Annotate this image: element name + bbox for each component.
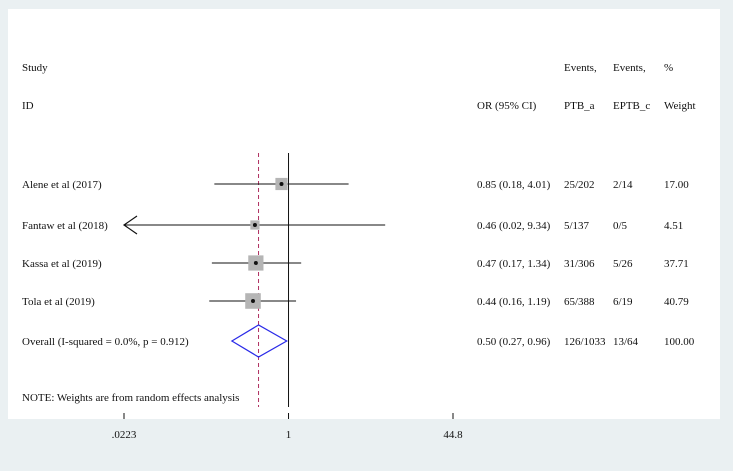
overall-weight: 100.00 xyxy=(664,336,695,348)
header-weight: Weight xyxy=(664,100,696,112)
events-eptb-value: 0/5 xyxy=(613,220,628,232)
study-label: Alene et al (2017) xyxy=(22,179,102,191)
header-study: Study xyxy=(22,62,48,74)
or-ci-value: 0.85 (0.18, 4.01) xyxy=(477,179,551,191)
x-axis-tick-label: 44.8 xyxy=(443,429,463,441)
overall-events-eptb: 13/64 xyxy=(613,336,639,348)
events-eptb-value: 2/14 xyxy=(613,179,633,191)
header-ptb-a: PTB_a xyxy=(564,100,595,112)
header-id: ID xyxy=(22,100,34,112)
header-eptb-c: EPTB_c xyxy=(613,100,650,112)
header-events-c: Events, xyxy=(613,62,646,74)
weight-value: 37.71 xyxy=(664,258,689,270)
or-ci-value: 0.47 (0.17, 1.34) xyxy=(477,258,551,270)
ci-left-arrow xyxy=(122,215,138,235)
x-axis-tick-label: .0223 xyxy=(111,429,137,441)
events-ptb-value: 65/388 xyxy=(564,296,595,308)
events-ptb-value: 31/306 xyxy=(564,258,595,270)
header-or-ci: OR (95% CI) xyxy=(477,100,537,112)
weight-value: 4.51 xyxy=(664,220,683,232)
events-eptb-value: 5/26 xyxy=(613,258,633,270)
point-estimate xyxy=(251,299,256,303)
or-ci-value: 0.46 (0.02, 9.34) xyxy=(477,220,551,232)
overall-events-ptb: 126/1033 xyxy=(564,336,606,348)
x-axis-tick-label: 1 xyxy=(285,429,292,441)
overall-label: Overall (I-squared = 0.0%, p = 0.912) xyxy=(22,336,189,348)
weight-value: 40.79 xyxy=(664,296,689,308)
forest-plot: Study ID OR (95% CI) Events, PTB_a Events, EPT… xyxy=(22,62,696,419)
events-ptb-value: 5/137 xyxy=(564,220,590,232)
events-eptb-value: 6/19 xyxy=(613,296,633,308)
overall-or-ci: 0.50 (0.27, 0.96) xyxy=(477,336,551,348)
events-ptb-value: 25/202 xyxy=(564,179,595,191)
weights-note: NOTE: Weights are from random effects an… xyxy=(22,392,239,404)
point-estimate xyxy=(279,182,284,186)
overall-diamond xyxy=(230,324,288,358)
header-percent: % xyxy=(664,62,673,74)
study-label: Fantaw et al (2018) xyxy=(22,220,108,232)
point-estimate xyxy=(252,223,257,227)
study-label: Tola et al (2019) xyxy=(22,296,95,308)
or-ci-value: 0.44 (0.16, 1.19) xyxy=(477,296,551,308)
header-events-a: Events, xyxy=(564,62,597,74)
point-estimate xyxy=(253,261,258,265)
study-label: Kassa et al (2019) xyxy=(22,258,102,270)
forest-plot-panel: Study ID OR (95% CI) Events, PTB_a Events, EPT… xyxy=(8,9,720,419)
weight-value: 17.00 xyxy=(664,179,689,191)
